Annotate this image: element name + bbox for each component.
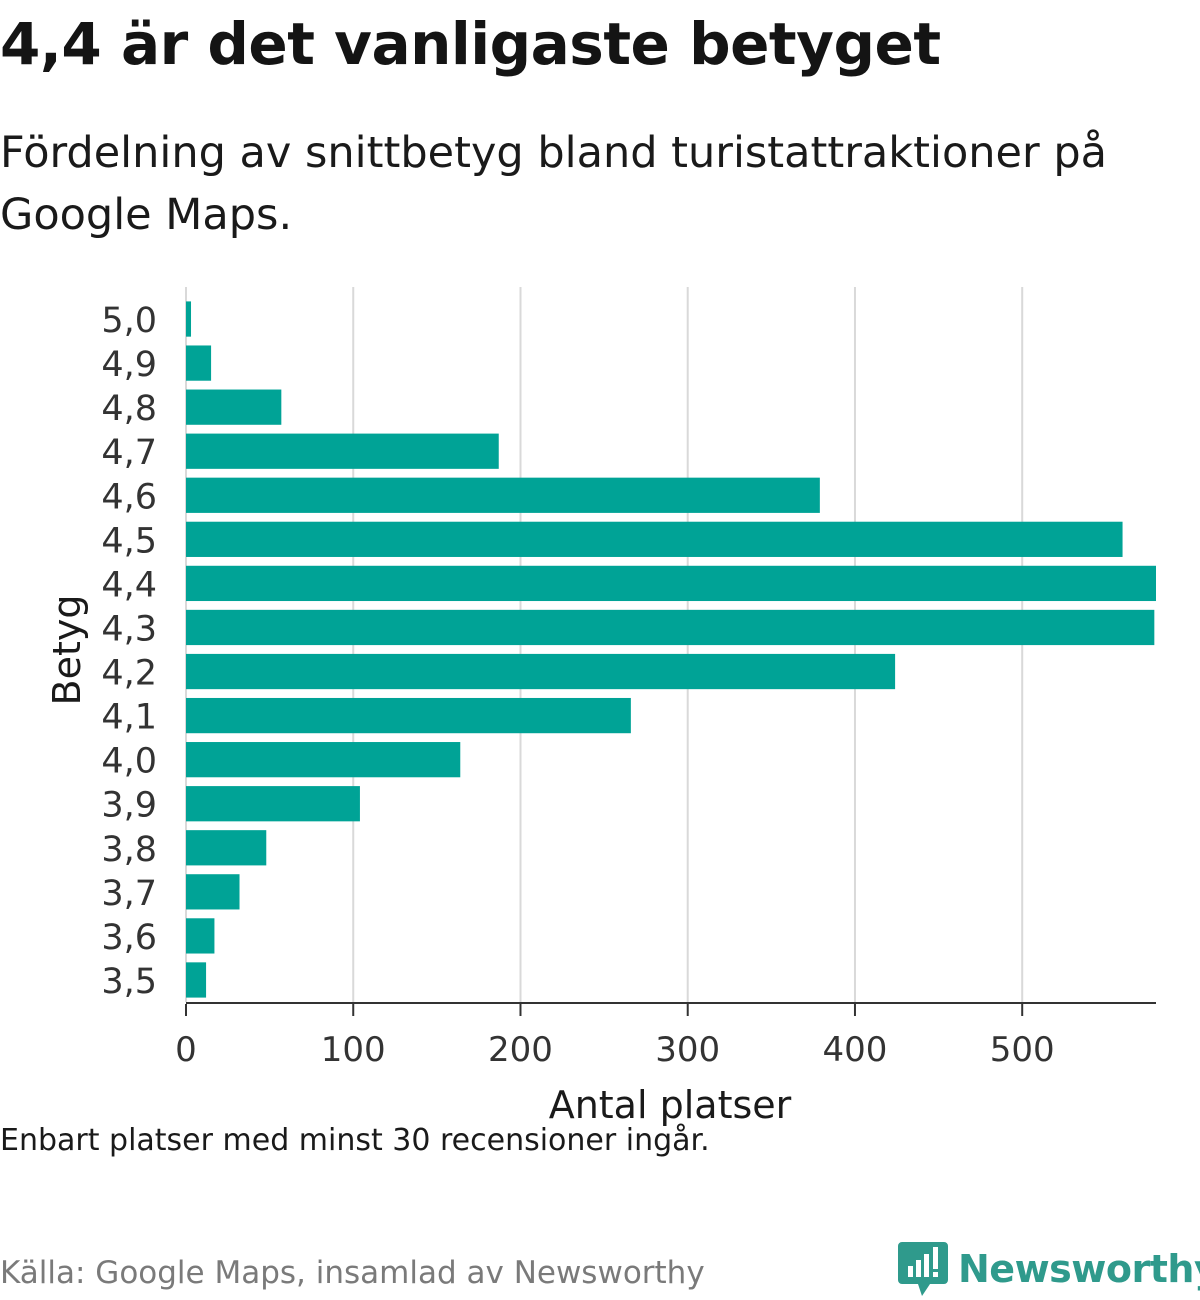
x-axis-title: Antal platser [549,1083,792,1127]
y-tick-label: 4,8 [101,389,157,429]
y-tick-label: 4,4 [101,565,157,605]
bar [186,786,360,822]
y-tick-label: 3,7 [101,874,157,914]
bar [186,301,192,337]
x-tick-label: 100 [321,1030,386,1070]
y-axis-title: Betyg [45,595,89,706]
y-tick-label: 4,1 [101,698,157,738]
y-tick-labels: 5,04,94,84,74,64,54,44,34,24,14,03,93,83… [101,301,157,1002]
y-tick-label: 5,0 [101,301,157,341]
y-tick-label: 4,5 [101,521,157,561]
bar [186,653,896,690]
x-tick-label: 400 [823,1030,888,1070]
x-tick-label: 0 [175,1030,197,1070]
bar [186,742,461,778]
bar [186,874,240,910]
bar [186,565,1156,602]
x-tick-label: 500 [990,1030,1055,1070]
bars [186,301,1156,998]
bar [186,962,207,998]
bar [186,830,267,866]
y-tick-label: 4,9 [101,345,157,385]
y-tick-label: 3,6 [101,918,157,958]
chart-subtitle: Fördelning av snittbetyg bland turistatt… [0,128,1107,240]
y-tick-label: 4,6 [101,477,157,517]
bar [186,697,631,734]
newsworthy-logo-icon [898,1242,948,1296]
footnote: Enbart platser med minst 30 recensioner … [0,1123,710,1158]
chart-title: 4,4 är det vanligaste betyget [0,10,941,78]
bar [186,477,820,513]
y-tick-label: 3,5 [101,962,157,1002]
x-tick-label: 300 [655,1030,720,1070]
y-tick-label: 4,3 [101,609,157,649]
bar [186,389,282,425]
x-tick-label: 200 [488,1030,553,1070]
brand-name: Newsworthy [958,1247,1200,1291]
bar-chart: 5,04,94,84,74,64,54,44,34,24,14,03,93,83… [45,287,1156,1127]
brand-logo: Newsworthy [898,1240,1200,1298]
x-tick-labels: 0 100 200 300 400 500 [175,1004,1055,1070]
y-tick-label: 3,8 [101,830,157,870]
y-tick-label: 4,7 [101,433,157,473]
y-tick-label: 4,2 [101,654,157,694]
bar [186,609,1155,646]
bar [186,918,215,954]
bar [186,345,212,381]
bar [186,521,1123,557]
y-tick-label: 3,9 [101,786,157,826]
source-text: Källa: Google Maps, insamlad av Newswort… [0,1255,705,1291]
y-tick-label: 4,0 [101,742,157,782]
bar [186,433,499,469]
